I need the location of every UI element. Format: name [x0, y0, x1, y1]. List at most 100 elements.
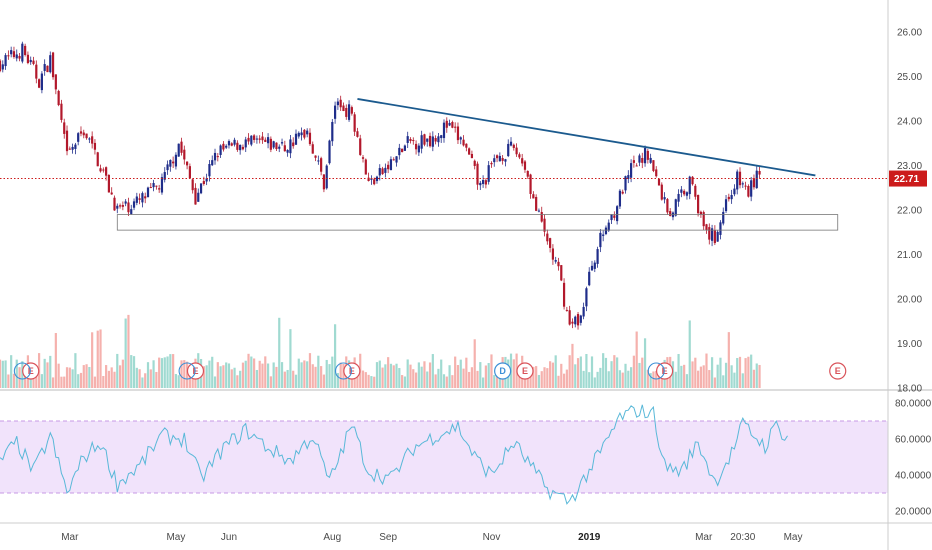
volume-bar [96, 330, 99, 388]
volume-bar [755, 363, 758, 388]
volume-bar [671, 361, 675, 388]
volume-bar [244, 360, 247, 388]
candle-body [225, 145, 228, 148]
volume-bar [596, 371, 599, 388]
volume-bar [401, 375, 404, 388]
earnings-marker[interactable]: E [829, 362, 847, 380]
candle-body [562, 282, 566, 307]
candle-body [7, 55, 10, 57]
candle-body [46, 65, 49, 73]
candle-body [724, 199, 728, 212]
volume-bar [163, 357, 166, 388]
volume-bar [574, 364, 577, 388]
volume-bar [308, 353, 312, 388]
candle-body [127, 202, 130, 213]
volume-bar [333, 324, 337, 388]
candle-body [426, 138, 429, 142]
candle-body [613, 215, 616, 218]
volume-bar [205, 365, 208, 388]
volume-bar [135, 367, 138, 388]
dividend-marker[interactable]: D [494, 362, 512, 380]
candle-body [278, 146, 281, 149]
candle-body [750, 180, 753, 197]
candle-body [322, 174, 326, 190]
volume-bar [384, 364, 387, 388]
candle-body [289, 139, 292, 154]
rsi-panel [0, 404, 888, 505]
candle-body [158, 188, 161, 190]
candle-body [21, 43, 24, 62]
price-tick-label: 22.00 [897, 206, 922, 217]
candle-body [356, 131, 359, 137]
event-marker-label: D [499, 366, 506, 376]
candle-body [118, 205, 122, 207]
volume-bar [733, 372, 736, 388]
volume-bar [638, 362, 641, 388]
trendline[interactable] [357, 98, 816, 177]
candle-body [63, 122, 66, 134]
candle-body [509, 141, 513, 146]
volume-bar [434, 374, 437, 388]
candle-body [638, 155, 641, 163]
price-tick-label: 24.00 [897, 117, 922, 128]
volume-bar [440, 359, 443, 388]
volume-bar [576, 358, 580, 388]
volume-bar [708, 370, 711, 388]
candle-body [82, 132, 85, 136]
candle-body [10, 50, 13, 55]
earnings-marker[interactable]: E [516, 362, 534, 380]
volume-bar [571, 343, 574, 388]
volume-bar [364, 372, 367, 388]
candle-body [666, 199, 669, 213]
volume-bar [7, 374, 10, 388]
candle-body [713, 230, 716, 244]
candle-body [40, 73, 43, 91]
volume-bar [99, 329, 102, 388]
volume-bar [437, 368, 440, 388]
volume-bar [694, 357, 697, 388]
candle-body [146, 187, 150, 198]
candle-body [697, 194, 700, 214]
candle-body [518, 154, 521, 158]
candle-body [172, 161, 175, 164]
candle-body [685, 192, 689, 196]
volume-bar [85, 364, 88, 388]
candle-body [116, 205, 119, 209]
volume-bar [239, 370, 242, 388]
volume-bar [68, 367, 71, 388]
volume-bar [417, 362, 420, 388]
volume-bar [264, 356, 267, 388]
candle-body [683, 190, 686, 195]
volume-bar [716, 364, 719, 388]
volume-bar [300, 362, 303, 388]
candle-body [560, 265, 563, 281]
support-zone[interactable] [116, 214, 839, 231]
candle-body [339, 99, 342, 108]
candle-body [65, 130, 69, 152]
volume-bar [604, 357, 608, 388]
x-tick-label: Mar [695, 532, 713, 543]
volume-bar [588, 372, 591, 388]
candle-body [409, 139, 412, 141]
event-marker-ring [178, 362, 196, 380]
volume-bar [724, 362, 728, 388]
rsi-tick-label: 60.0000 [895, 435, 932, 446]
candle-body [602, 234, 605, 236]
volume-bar [562, 373, 566, 388]
candle-body [629, 163, 633, 178]
candle-body [364, 159, 367, 175]
volume-bar [216, 362, 219, 388]
candle-body [624, 176, 627, 191]
candle-body [755, 170, 758, 189]
candle-body [286, 149, 289, 153]
candle-body [543, 218, 546, 232]
candle-body [448, 122, 451, 126]
candle-body [387, 164, 390, 170]
volume-bar [57, 363, 60, 388]
candle-body [540, 212, 543, 222]
candle-body [367, 177, 370, 182]
volume-bar [579, 356, 582, 388]
